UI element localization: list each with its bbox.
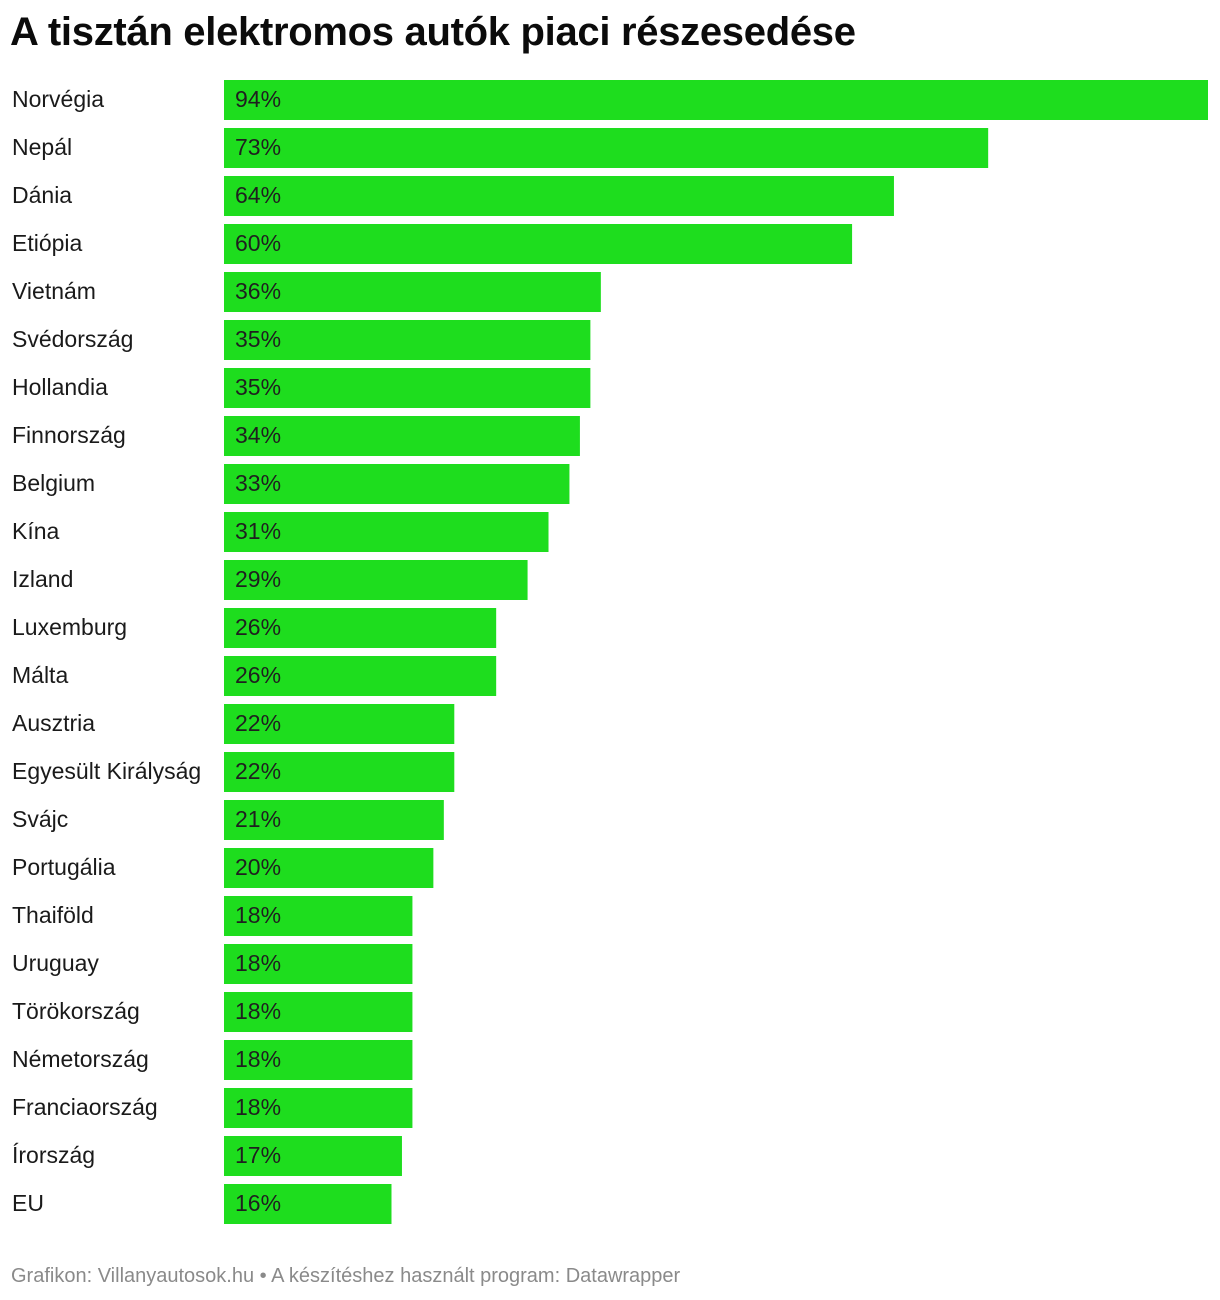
bar-value-label: 26% — [235, 662, 281, 688]
bar-value-label: 17% — [235, 1142, 281, 1168]
category-label: Portugália — [12, 854, 116, 880]
bar-value-label: 34% — [235, 422, 281, 448]
bar-chart: Norvégia 94% Nepál 73% Dánia 64% Etiópia 60% Vie… — [12, 80, 1208, 1224]
bar — [224, 992, 413, 1032]
bar — [224, 1184, 392, 1224]
category-label: Nepál — [12, 134, 72, 160]
category-label: Finnország — [12, 422, 126, 448]
bar — [224, 320, 591, 360]
bar-value-label: 22% — [235, 758, 281, 784]
chart-footer-credit: Grafikon: Villanyautosok.hu • A készítés… — [11, 1265, 681, 1287]
bar-value-label: 35% — [235, 326, 281, 352]
category-label: Ausztria — [12, 710, 95, 736]
bar-value-label: 94% — [235, 86, 281, 112]
bar — [224, 512, 549, 552]
bar-value-label: 26% — [235, 614, 281, 640]
bar — [224, 896, 413, 936]
category-label: Németország — [12, 1046, 149, 1072]
category-label: Dánia — [12, 182, 72, 208]
bar-value-label: 35% — [235, 374, 281, 400]
bar — [224, 800, 444, 840]
category-label: Írország — [12, 1142, 95, 1168]
bar — [224, 464, 570, 504]
bar-value-label: 64% — [235, 182, 281, 208]
bar — [224, 656, 497, 696]
category-label: EU — [12, 1190, 44, 1216]
bar-value-label: 29% — [235, 566, 281, 592]
category-label: Franciaország — [12, 1094, 158, 1120]
bar-value-label: 20% — [235, 854, 281, 880]
category-label: Málta — [12, 662, 68, 688]
bar — [224, 80, 1208, 120]
category-label: Belgium — [12, 470, 95, 496]
bar-value-label: 18% — [235, 1046, 281, 1072]
bar-value-label: 18% — [235, 950, 281, 976]
bar — [224, 944, 413, 984]
bar — [224, 1040, 413, 1080]
bar-value-label: 16% — [235, 1190, 281, 1216]
bar — [224, 848, 434, 888]
bar — [224, 176, 894, 216]
bar-value-label: 73% — [235, 134, 281, 160]
category-label: Kína — [12, 518, 60, 544]
chart-title: A tisztán elektromos autók piaci részese… — [10, 10, 856, 54]
bar-value-label: 60% — [235, 230, 281, 256]
bar-value-label: 22% — [235, 710, 281, 736]
bar — [224, 1088, 413, 1128]
category-label: Luxemburg — [12, 614, 127, 640]
bar-value-label: 36% — [235, 278, 281, 304]
bar — [224, 560, 528, 600]
bar-value-label: 21% — [235, 806, 281, 832]
bar — [224, 272, 601, 312]
bar-value-label: 18% — [235, 902, 281, 928]
category-label: Svájc — [12, 806, 68, 832]
category-label: Uruguay — [12, 950, 99, 976]
bar — [224, 752, 455, 792]
category-label: Izland — [12, 566, 73, 592]
category-label: Vietnám — [12, 278, 96, 304]
category-label: Svédország — [12, 326, 133, 352]
bar — [224, 704, 455, 744]
category-label: Egyesült Királyság — [12, 758, 201, 784]
category-label: Norvégia — [12, 86, 104, 112]
bar — [224, 224, 853, 264]
category-label: Etiópia — [12, 230, 83, 256]
bar — [224, 128, 989, 168]
bar — [224, 368, 591, 408]
bar-value-label: 33% — [235, 470, 281, 496]
bar — [224, 608, 497, 648]
category-label: Hollandia — [12, 374, 108, 400]
bar — [224, 416, 580, 456]
bar-value-label: 18% — [235, 998, 281, 1024]
category-label: Törökország — [12, 998, 140, 1024]
bar — [224, 1136, 402, 1176]
bar-value-label: 31% — [235, 518, 281, 544]
bar-value-label: 18% — [235, 1094, 281, 1120]
category-label: Thaiföld — [12, 902, 94, 928]
